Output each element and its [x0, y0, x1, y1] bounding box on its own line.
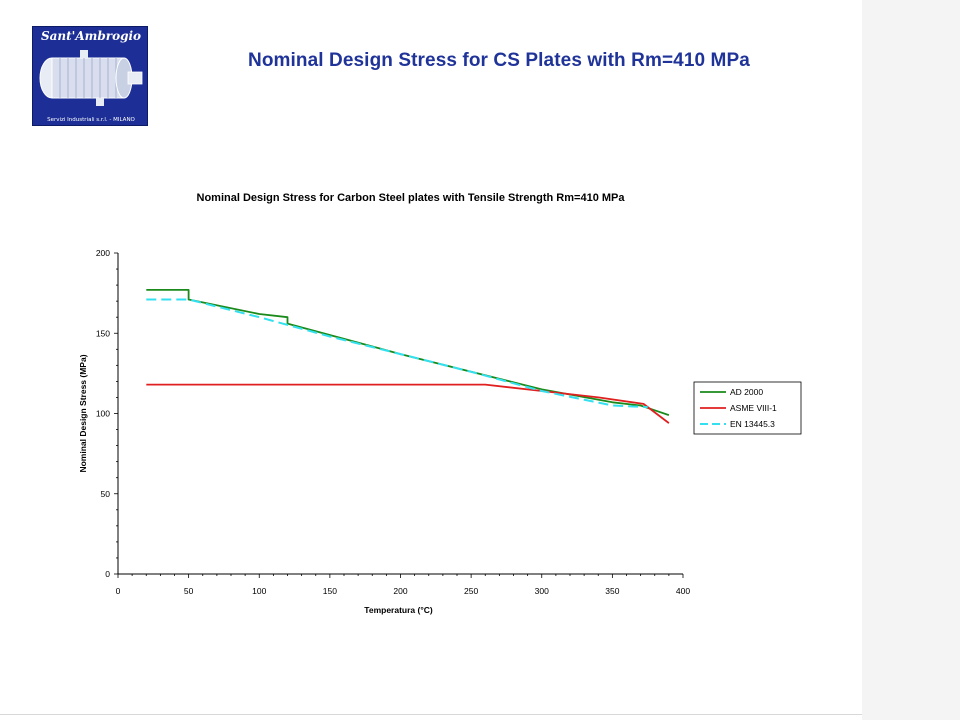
- legend-label-1: ASME VIII-1: [730, 403, 777, 413]
- x-tick-label: 400: [676, 586, 690, 596]
- y-tick-label: 200: [96, 248, 110, 258]
- heat-exchanger-icon: [39, 50, 143, 106]
- x-tick-label: 50: [184, 586, 194, 596]
- series-line-0: [146, 288, 670, 416]
- x-tick-label: 250: [464, 586, 478, 596]
- y-tick-label: 50: [101, 489, 111, 499]
- logo-subtitle: Servizi Industriali s.r.l. - MILANO: [47, 117, 135, 123]
- x-tick-label: 0: [116, 586, 121, 596]
- legend-label-0: AD 2000: [730, 387, 763, 397]
- design-stress-chart: Nominal Design Stress for Carbon Steel p…: [78, 192, 802, 615]
- legend-label-2: EN 13445.3: [730, 419, 775, 429]
- y-tick-label: 0: [105, 569, 110, 579]
- logo-name: Sant'Ambrogio: [40, 29, 142, 43]
- slide-title: Nominal Design Stress for CS Plates with…: [248, 50, 750, 71]
- y-tick-label: 100: [96, 409, 110, 419]
- right-background-strip: [862, 0, 960, 720]
- y-tick-label: 150: [96, 328, 110, 338]
- series-line-1: [146, 383, 670, 424]
- chart-title: Nominal Design Stress for Carbon Steel p…: [197, 192, 626, 204]
- company-logo: Sant'Ambrogio Servizi Industriali s.r.l.…: [32, 26, 148, 126]
- x-tick-label: 200: [393, 586, 407, 596]
- x-tick-label: 350: [605, 586, 619, 596]
- x-tick-label: 150: [323, 586, 337, 596]
- bottom-divider: [0, 714, 862, 715]
- x-tick-label: 100: [252, 586, 266, 596]
- x-tick-label: 300: [535, 586, 549, 596]
- y-axis-label: Nominal Design Stress (MPa): [78, 354, 88, 472]
- series-line-2: [146, 298, 648, 409]
- x-axis-label: Temperatura (°C): [364, 605, 433, 615]
